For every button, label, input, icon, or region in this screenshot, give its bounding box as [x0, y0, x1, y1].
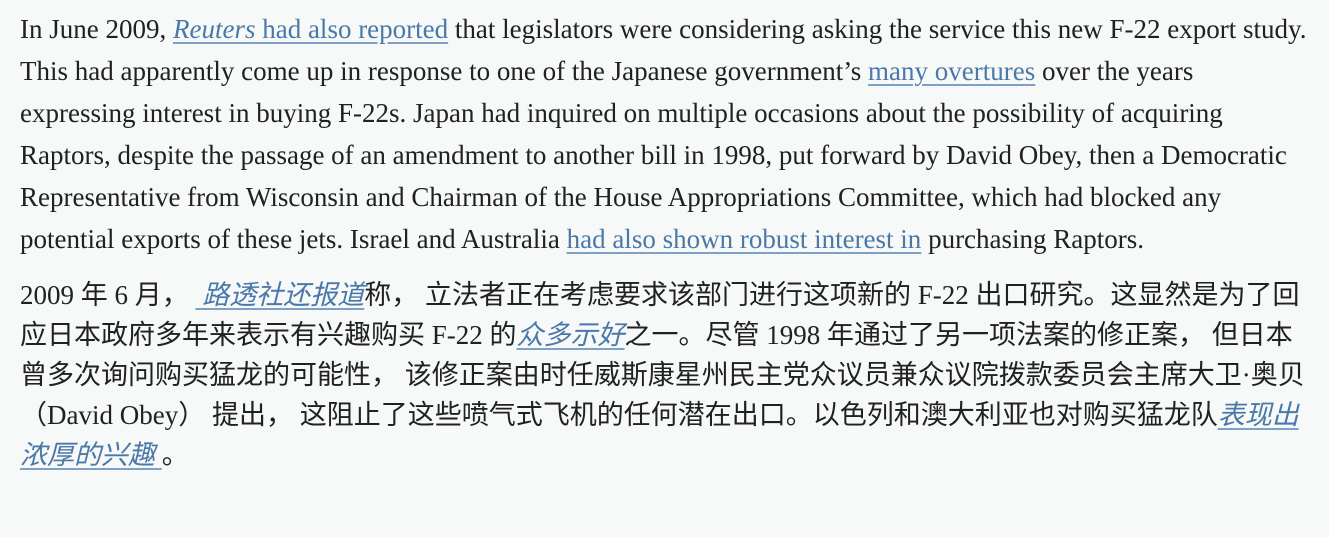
text-run: over the years expressing interest in bu…	[20, 56, 1287, 254]
link-robust-interest[interactable]: had also shown robust interest in	[566, 224, 922, 254]
link-reuters-reported-zh[interactable]: 路透社还报道	[195, 280, 365, 310]
link-reuters-rest-part: had also reported	[255, 14, 449, 44]
text-run: 之一。尽管 1998 年通过了另一项法案的修正案， 但日本曾多次询问购买猛龙的可…	[20, 320, 1305, 430]
paragraph-chinese: 2009 年 6 月， 路透社还报道称， 立法者正在考虑要求该部门进行这项新的 …	[20, 275, 1309, 475]
text-run: purchasing Raptors.	[921, 224, 1145, 254]
text-run: that legislators were considering asking…	[20, 14, 1307, 86]
link-reuters-had-also-reported[interactable]: Reuters had also reported	[173, 14, 448, 44]
link-robust-interest-zh[interactable]: 表现出浓厚的兴趣	[20, 400, 1299, 470]
text-run: 称， 立法者正在考虑要求该部门进行这项新的 F-22 出口研究。这显然是为了回应…	[20, 280, 1300, 350]
text-run: 2009 年 6 月，	[20, 280, 196, 310]
text-run: In June 2009,	[20, 14, 173, 44]
link-many-overtures-zh[interactable]: 众多示好	[516, 320, 625, 350]
paragraph-english: In June 2009, Reuters had also reported …	[20, 8, 1309, 260]
text-run: 。	[161, 440, 189, 470]
link-many-overtures[interactable]: many overtures	[868, 56, 1036, 86]
link-reuters-italic-part: Reuters	[172, 14, 256, 44]
